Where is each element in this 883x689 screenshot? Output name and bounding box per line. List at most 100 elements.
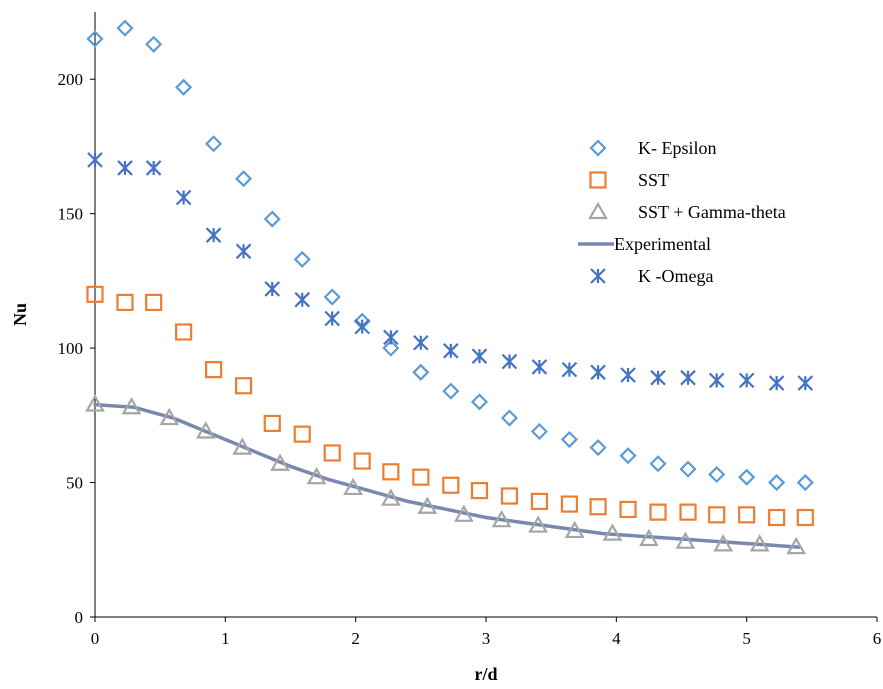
- legend-swatch-diamond: [589, 139, 607, 157]
- data-point-sst-gamma-theta: [343, 477, 363, 496]
- x-tick-label: 3: [482, 629, 491, 648]
- y-tick-label: 50: [66, 474, 83, 493]
- data-point-sst: [500, 487, 519, 505]
- data-point-sst-gamma-theta: [159, 407, 180, 426]
- data-point-sst: [382, 463, 400, 481]
- data-point-sst: [738, 506, 756, 524]
- series-line-experimental: [93, 402, 801, 549]
- data-point-sst-gamma-theta: [417, 496, 438, 514]
- data-point-sst: [412, 468, 430, 486]
- data-point-sst-gamma-theta: [602, 523, 623, 541]
- series-k-epsilon: [86, 19, 814, 492]
- series: [85, 19, 814, 555]
- data-point-sst: [470, 482, 489, 500]
- data-point-k-omega: [264, 281, 281, 297]
- data-point-sst-gamma-theta: [453, 504, 474, 522]
- x-tick-label: 5: [742, 629, 751, 648]
- data-point-k-omega: [87, 152, 103, 168]
- data-point-k-omega: [501, 353, 518, 370]
- data-point-k-omega: [590, 364, 606, 381]
- data-point-sst: [679, 503, 697, 521]
- y-tick-label: 200: [58, 70, 84, 89]
- data-point-k-epsilon: [235, 170, 253, 188]
- data-point-k-omega: [205, 227, 222, 243]
- data-point-sst: [619, 500, 637, 519]
- data-point-sst: [442, 476, 460, 494]
- data-point-sst-gamma-theta: [306, 466, 327, 485]
- data-point-k-omega: [620, 367, 636, 383]
- data-point-k-epsilon: [796, 473, 814, 492]
- y-tick-label: 150: [58, 205, 84, 224]
- data-point-sst-gamma-theta: [195, 421, 216, 439]
- data-point-k-epsilon: [205, 135, 223, 153]
- data-point-k-epsilon: [560, 430, 578, 449]
- data-point-k-omega: [680, 369, 696, 386]
- data-point-sst-gamma-theta: [713, 534, 734, 552]
- data-point-k-epsilon: [293, 250, 311, 268]
- data-point-sst: [293, 425, 311, 443]
- data-point-k-epsilon: [470, 393, 489, 411]
- x-tick-label: 1: [221, 629, 230, 648]
- data-point-sst: [323, 444, 341, 462]
- data-point-k-omega: [145, 160, 162, 176]
- series-k-omega: [87, 152, 814, 391]
- data-point-k-epsilon: [116, 19, 134, 37]
- legend: K- Epsilon SST SST + Gamma-theta Experiment…: [578, 138, 786, 286]
- data-point-sst-gamma-theta: [121, 397, 142, 415]
- data-point-sst: [560, 495, 579, 513]
- data-point-k-epsilon: [589, 439, 607, 457]
- legend-label: K -Omega: [638, 266, 713, 286]
- data-point-sst-gamma-theta: [491, 509, 512, 528]
- legend-swatch-square: [589, 171, 607, 189]
- x-tick-label: 2: [351, 629, 360, 648]
- series-sst: [86, 285, 814, 527]
- data-point-sst: [175, 323, 193, 341]
- data-point-sst-gamma-theta: [786, 536, 807, 555]
- axes: [94, 12, 877, 618]
- data-point-sst-gamma-theta: [528, 515, 549, 533]
- data-point-k-epsilon: [530, 422, 548, 441]
- data-point-sst: [530, 492, 549, 510]
- data-point-k-omega: [561, 361, 578, 378]
- legend-item-k-omega: K -Omega: [590, 266, 713, 286]
- ticks: 0 1 2 3 4 5 6 0 50 100 150 200: [58, 70, 882, 648]
- data-point-sst-gamma-theta: [85, 394, 105, 412]
- data-point-k-epsilon: [86, 30, 104, 48]
- data-point-sst: [768, 508, 786, 527]
- data-point-sst: [145, 293, 163, 311]
- data-point-sst: [263, 414, 281, 432]
- data-point-sst: [708, 506, 726, 524]
- data-point-sst-gamma-theta: [564, 520, 585, 539]
- data-point-k-epsilon: [263, 210, 281, 228]
- y-tick-label: 0: [75, 608, 84, 627]
- data-point-k-omega: [738, 372, 755, 389]
- data-point-k-epsilon: [442, 382, 460, 400]
- data-point-sst: [589, 498, 607, 516]
- data-point-sst-gamma-theta: [749, 534, 770, 552]
- legend-item-sst: SST: [589, 170, 669, 190]
- data-point-k-epsilon: [649, 455, 667, 473]
- data-point-sst-gamma-theta: [380, 488, 401, 506]
- data-point-sst: [796, 508, 814, 527]
- legend-item-k-epsilon: K- Epsilon: [589, 138, 717, 158]
- legend-label: SST + Gamma-theta: [638, 202, 786, 222]
- x-tick-label: 0: [91, 629, 100, 648]
- data-point-k-omega: [471, 348, 488, 364]
- data-point-k-omega: [175, 189, 192, 206]
- data-point-k-epsilon: [382, 339, 400, 357]
- legend-label: Experimental: [614, 234, 711, 254]
- x-tick-label: 6: [873, 629, 882, 648]
- data-point-sst: [649, 503, 667, 521]
- x-tick-label: 4: [612, 629, 621, 648]
- data-point-sst: [116, 293, 134, 311]
- data-point-sst-gamma-theta: [232, 437, 253, 455]
- data-point-k-epsilon: [738, 468, 756, 486]
- data-point-k-omega: [117, 160, 133, 176]
- data-point-k-epsilon: [145, 35, 163, 53]
- data-point-k-epsilon: [768, 473, 786, 492]
- series-experimental: [93, 402, 801, 549]
- data-point-sst: [353, 452, 371, 470]
- legend-item-sst-gamma-theta: SST + Gamma-theta: [588, 201, 786, 222]
- data-point-sst: [234, 377, 253, 395]
